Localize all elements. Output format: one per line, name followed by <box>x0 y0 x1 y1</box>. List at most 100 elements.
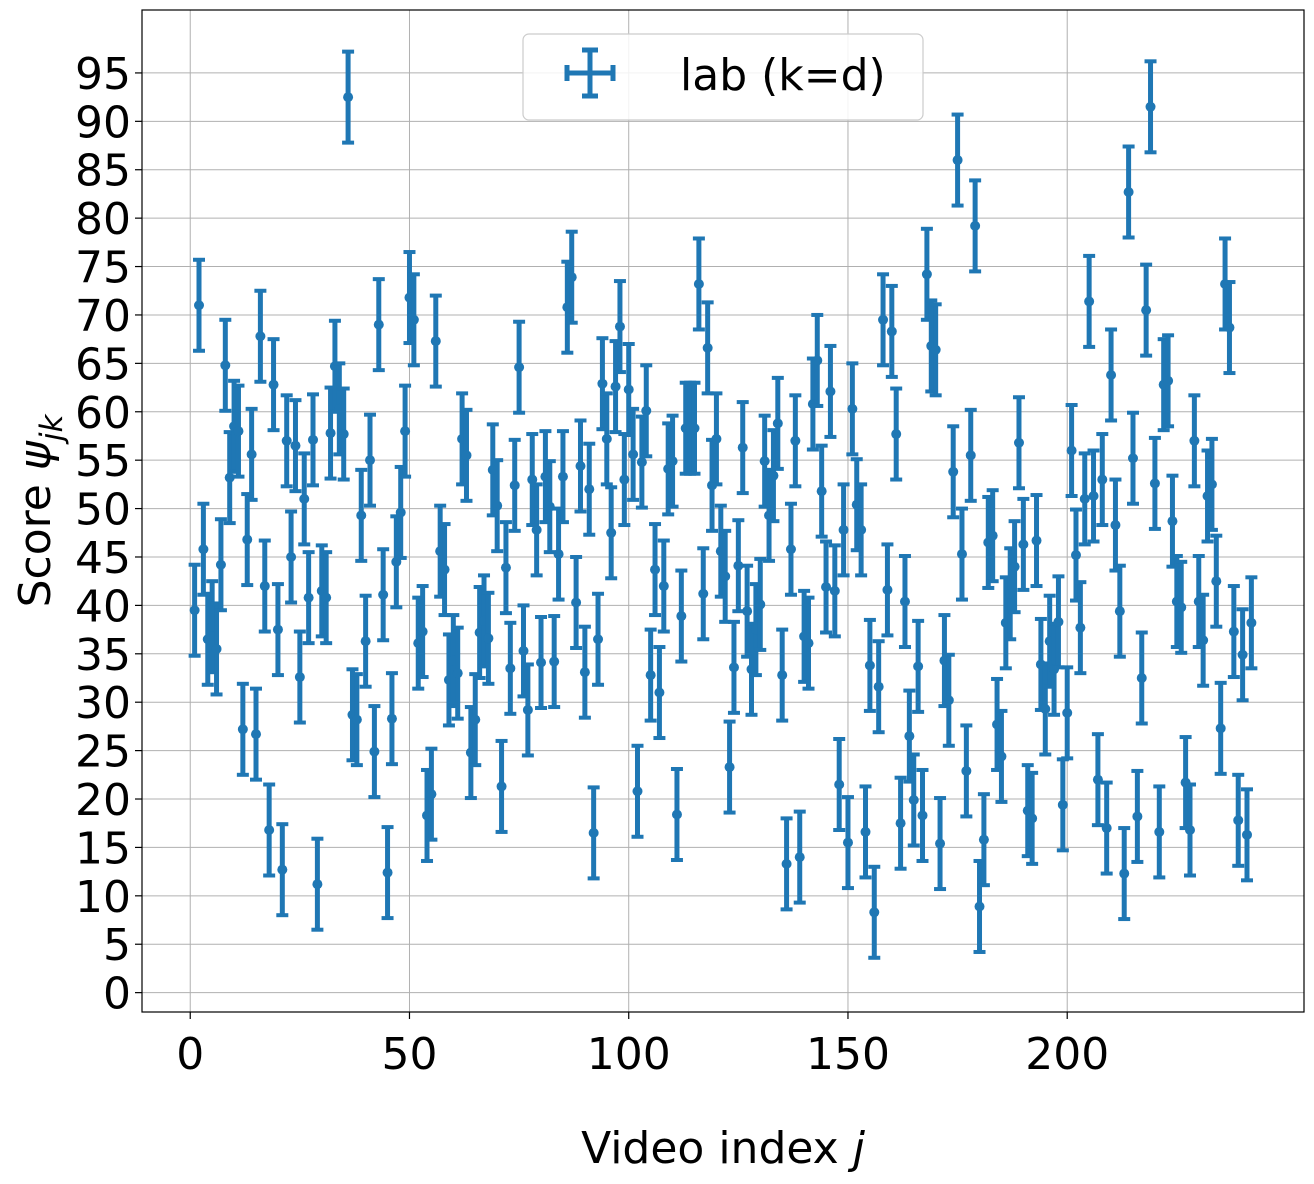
data-marker <box>198 544 209 555</box>
data-point <box>1153 784 1166 880</box>
data-point <box>535 615 548 711</box>
data-point <box>947 424 960 520</box>
data-marker <box>917 810 928 821</box>
data-marker <box>610 381 621 392</box>
data-point <box>688 380 701 476</box>
data-point <box>855 482 868 578</box>
data-point <box>692 236 705 332</box>
data-marker <box>948 466 959 477</box>
data-point <box>907 752 920 848</box>
data-marker <box>821 581 832 592</box>
data-point <box>815 443 828 539</box>
data-point <box>1214 680 1227 776</box>
data-point <box>193 257 206 353</box>
data-marker <box>365 455 376 466</box>
data-marker <box>996 751 1007 762</box>
data-point <box>977 792 990 888</box>
data-marker <box>553 549 564 560</box>
data-point <box>1175 559 1188 655</box>
data-marker <box>571 597 582 608</box>
data-marker <box>935 838 946 849</box>
data-marker <box>500 562 511 573</box>
data-marker <box>1114 606 1125 617</box>
x-tick-label: 0 <box>176 1029 204 1080</box>
data-marker <box>956 549 967 560</box>
data-point <box>1087 448 1100 544</box>
data-point <box>732 518 745 614</box>
data-marker <box>650 564 661 575</box>
data-marker <box>759 456 770 467</box>
data-marker <box>614 321 625 332</box>
data-marker <box>351 714 362 725</box>
y-tick-label: 15 <box>75 823 131 874</box>
legend-box <box>522 33 924 121</box>
data-point <box>885 283 898 379</box>
data-marker <box>1184 824 1195 835</box>
data-marker <box>829 585 840 596</box>
data-point <box>1205 436 1218 532</box>
data-marker <box>194 300 205 311</box>
data-marker <box>693 278 704 289</box>
data-point <box>859 784 872 880</box>
data-point <box>649 522 662 618</box>
data-marker <box>1149 478 1160 489</box>
data-marker <box>899 596 910 607</box>
data-point <box>841 795 854 891</box>
data-point <box>364 412 377 508</box>
data-point <box>320 550 333 646</box>
data-marker <box>509 480 520 491</box>
data-marker <box>1013 437 1024 448</box>
data-marker <box>259 581 270 592</box>
data-marker <box>1053 616 1064 627</box>
data-marker <box>728 662 739 673</box>
data-point <box>504 620 517 716</box>
data-point <box>342 49 355 145</box>
data-marker <box>382 867 393 878</box>
y-tick-label: 35 <box>75 630 131 681</box>
data-point <box>592 591 605 687</box>
x-tick-label: 150 <box>806 1029 890 1080</box>
data-point <box>1122 144 1135 240</box>
data-point <box>254 288 267 384</box>
data-point <box>1017 496 1030 592</box>
data-marker <box>189 605 200 616</box>
data-point <box>482 590 495 686</box>
data-point <box>245 406 258 502</box>
data-point <box>210 601 223 697</box>
data-point <box>635 414 648 510</box>
data-point <box>605 485 618 581</box>
data-marker <box>965 450 976 461</box>
y-axis-label: Score ψjk <box>10 414 70 608</box>
data-marker <box>356 510 367 521</box>
data-marker <box>1110 520 1121 531</box>
data-point <box>530 482 543 578</box>
data-point <box>1236 607 1249 703</box>
data-point <box>1135 630 1148 726</box>
data-marker <box>549 656 560 667</box>
y-tick-label: 0 <box>103 969 131 1020</box>
data-marker <box>338 429 349 440</box>
y-tick-label: 75 <box>75 243 131 294</box>
data-marker <box>720 571 731 582</box>
data-point <box>377 547 390 643</box>
data-marker <box>1215 723 1226 734</box>
data-point <box>526 432 539 528</box>
data-marker <box>1066 445 1077 456</box>
data-marker <box>1027 813 1038 824</box>
data-marker <box>369 746 380 757</box>
data-marker <box>343 92 354 103</box>
data-marker <box>952 155 963 166</box>
data-point <box>258 538 271 634</box>
data-marker <box>1062 707 1073 718</box>
data-marker <box>878 314 889 325</box>
data-marker <box>211 643 222 654</box>
data-point <box>890 386 903 482</box>
data-marker <box>904 731 915 742</box>
data-point <box>583 441 596 537</box>
data-point <box>359 593 372 689</box>
data-point <box>1091 732 1104 828</box>
svg-text:Score ψjk: Score ψjk <box>10 414 70 608</box>
data-marker <box>400 426 411 437</box>
data-marker <box>834 779 845 790</box>
plot-area <box>188 49 1258 960</box>
